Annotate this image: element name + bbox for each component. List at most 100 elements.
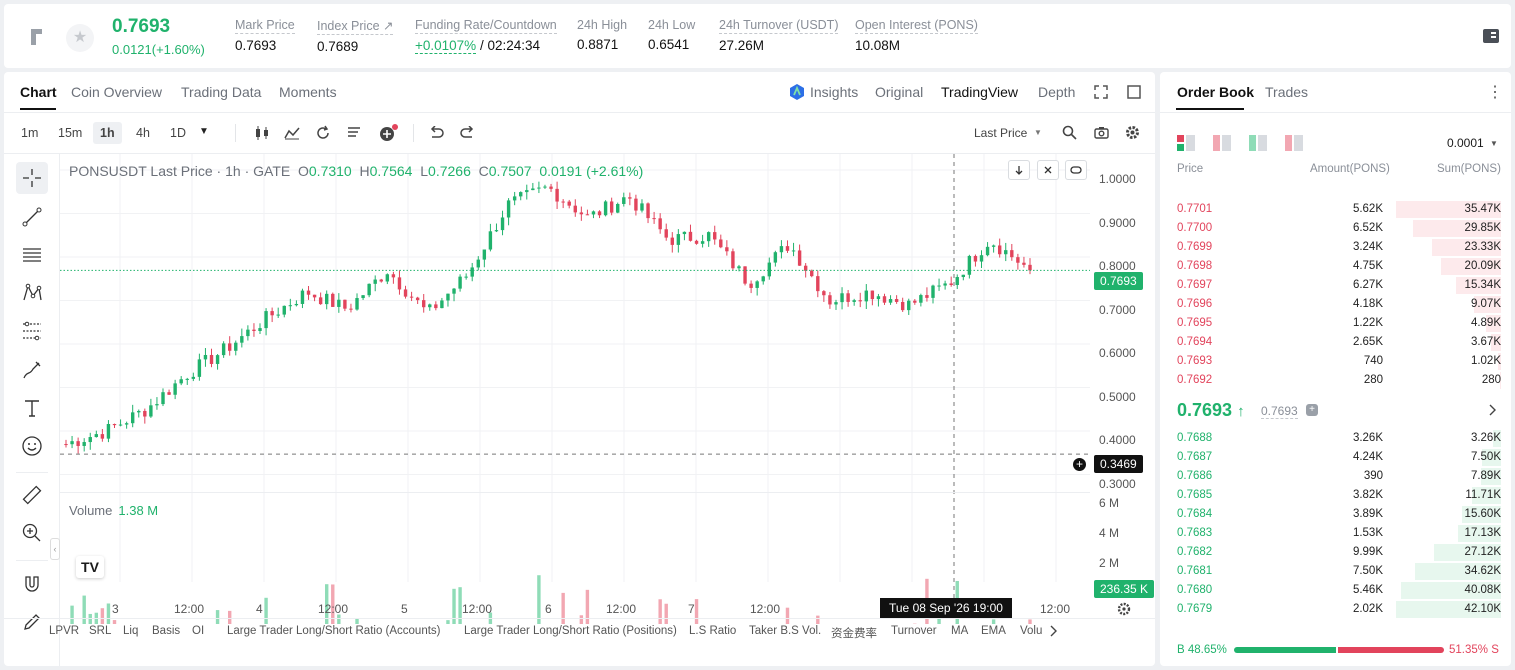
split-view-icon[interactable] xyxy=(1285,135,1303,151)
view-insights[interactable]: Insights xyxy=(810,84,859,100)
indicator-chip[interactable]: MA xyxy=(951,625,969,637)
view-tradingview[interactable]: TradingView xyxy=(941,84,1019,100)
tab-moments[interactable]: Moments xyxy=(279,84,337,100)
replay-icon[interactable] xyxy=(315,125,331,141)
text-tool[interactable] xyxy=(16,392,48,424)
trendline-tool[interactable] xyxy=(16,201,48,233)
bid-row[interactable]: 0.7683 1.53K 17.13K xyxy=(1160,524,1511,543)
ask-row[interactable]: 0.7700 6.52K 29.85K xyxy=(1160,219,1511,238)
gear-icon[interactable] xyxy=(1125,125,1140,140)
emoji-tool[interactable] xyxy=(16,430,48,462)
window-icon[interactable] xyxy=(1127,85,1141,99)
undo-icon[interactable] xyxy=(429,126,444,140)
crosshair-tool[interactable] xyxy=(16,162,48,194)
template-icon[interactable] xyxy=(347,126,363,140)
tab-trades[interactable]: Trades xyxy=(1265,84,1309,100)
bids-view-icon[interactable] xyxy=(1249,135,1267,151)
turnover-24h-stat[interactable]: 24h Turnover (USDT) 27.26M xyxy=(719,18,839,53)
index-price-stat[interactable]: Index Price ↗ 0.7689 xyxy=(317,19,394,54)
mark-price-stat[interactable]: Mark Price 0.7693 xyxy=(235,18,295,53)
indicator-chip[interactable]: Taker B.S Vol. xyxy=(749,625,822,637)
favorite-star-icon[interactable]: ★ xyxy=(66,24,94,52)
pattern-tool[interactable] xyxy=(16,277,48,309)
bid-row[interactable]: 0.7679 2.02K 42.10K xyxy=(1160,600,1511,619)
horizontal-lines-tool[interactable] xyxy=(16,239,48,271)
candle-type-icon[interactable] xyxy=(254,126,270,140)
tab-coin-overview[interactable]: Coin Overview xyxy=(71,84,163,100)
interval-1h[interactable]: 1h xyxy=(93,122,122,144)
bid-row[interactable]: 0.7681 7.50K 34.62K xyxy=(1160,562,1511,581)
add-alert-icon[interactable]: + xyxy=(1072,457,1087,472)
collapse-chart-button[interactable] xyxy=(1037,160,1059,180)
scroll-down-button[interactable] xyxy=(1008,160,1030,180)
chevron-down-icon[interactable]: ▼ xyxy=(1490,139,1498,148)
asks-view-icon[interactable] xyxy=(1213,135,1231,151)
indicator-chip[interactable]: EMA xyxy=(981,625,1006,637)
indicator-chip[interactable]: LPVR xyxy=(49,625,80,637)
camera-icon[interactable] xyxy=(1094,126,1109,139)
indicators-icon[interactable] xyxy=(284,126,300,140)
chevron-down-icon[interactable]: ▼ xyxy=(1034,128,1042,137)
indicator-chip[interactable]: Liq xyxy=(123,625,139,637)
ask-row[interactable]: 0.7694 2.65K 3.67K xyxy=(1160,333,1511,352)
ask-row[interactable]: 0.7692 280 280 xyxy=(1160,371,1511,390)
tab-order-book[interactable]: Order Book xyxy=(1177,84,1255,100)
ask-row[interactable]: 0.7695 1.22K 4.89K xyxy=(1160,314,1511,333)
ask-row[interactable]: 0.7699 3.24K 23.33K xyxy=(1160,238,1511,257)
precision-select[interactable]: 0.0001 xyxy=(1447,136,1484,150)
book-icon[interactable] xyxy=(1482,28,1500,44)
search-icon[interactable] xyxy=(1062,125,1077,140)
magnet-tool[interactable] xyxy=(16,568,48,600)
view-depth[interactable]: Depth xyxy=(1038,84,1076,100)
ask-row[interactable]: 0.7693 740 1.02K xyxy=(1160,352,1511,371)
indicator-chip[interactable]: Basis xyxy=(152,625,181,637)
indicator-chip[interactable]: Large Trader Long/Short Ratio (Accounts) xyxy=(227,625,441,637)
interval-1d[interactable]: 1D xyxy=(170,126,186,140)
price-type-select[interactable]: Last Price xyxy=(974,126,1028,140)
redo-icon[interactable] xyxy=(460,126,475,140)
both-sides-view-icon[interactable] xyxy=(1177,135,1195,151)
indicator-chip[interactable]: L.S Ratio xyxy=(689,625,737,637)
tab-chart[interactable]: Chart xyxy=(20,84,57,100)
indicator-chip[interactable]: SRL xyxy=(89,625,112,637)
indicator-chip[interactable]: OI xyxy=(192,625,205,637)
ask-row[interactable]: 0.7698 4.75K 20.09K xyxy=(1160,257,1511,276)
interval-1m[interactable]: 1m xyxy=(21,126,39,140)
bid-row[interactable]: 0.7680 5.46K 40.08K xyxy=(1160,581,1511,600)
indicator-chip[interactable]: Turnover xyxy=(891,625,937,637)
bid-row[interactable]: 0.7685 3.82K 11.71K xyxy=(1160,486,1511,505)
mid-price[interactable]: 0.7693 ↑ xyxy=(1177,400,1245,421)
ask-row[interactable]: 0.7696 4.18K 9.07K xyxy=(1160,295,1511,314)
interval-15m[interactable]: 15m xyxy=(58,126,83,140)
interval-dropdown-icon[interactable]: ▼ xyxy=(199,126,209,137)
interval-4h[interactable]: 4h xyxy=(136,126,150,140)
open-interest-stat[interactable]: Open Interest (PONS) 10.08M xyxy=(855,18,978,53)
zoom-tool[interactable] xyxy=(16,517,48,549)
collapse-toolbar-button[interactable]: ‹ xyxy=(50,538,60,560)
refresh-chart-button[interactable] xyxy=(1065,160,1087,180)
bid-row[interactable]: 0.7682 9.99K 27.12K xyxy=(1160,543,1511,562)
add-indicator-icon[interactable] xyxy=(379,124,399,142)
bid-row[interactable]: 0.7688 3.26K 3.26K xyxy=(1160,429,1511,448)
indicator-chip[interactable]: Large Trader Long/Short Ratio (Positions… xyxy=(464,625,677,637)
tab-trading-data[interactable]: Trading Data xyxy=(181,84,262,100)
ask-row[interactable]: 0.7697 6.27K 15.34K xyxy=(1160,276,1511,295)
fib-tool[interactable] xyxy=(16,315,48,347)
indicator-chip[interactable]: Volu xyxy=(1020,625,1043,637)
view-original[interactable]: Original xyxy=(875,84,924,100)
brush-tool[interactable] xyxy=(16,354,48,386)
bid-row[interactable]: 0.7687 4.24K 7.50K xyxy=(1160,448,1511,467)
bid-row[interactable]: 0.7686 390 7.89K xyxy=(1160,467,1511,486)
axis-settings-icon[interactable] xyxy=(1117,602,1131,616)
ask-row[interactable]: 0.7701 5.62K 35.47K xyxy=(1160,200,1511,219)
price-chart[interactable] xyxy=(60,154,1090,624)
measure-tool[interactable] xyxy=(16,479,48,511)
expand-icon[interactable] xyxy=(1094,85,1108,99)
chevron-right-icon[interactable] xyxy=(1048,625,1058,637)
indicator-chip[interactable]: 资金费率 xyxy=(831,628,877,640)
bid-row[interactable]: 0.7684 3.89K 15.60K xyxy=(1160,505,1511,524)
chevron-right-icon[interactable] xyxy=(1488,404,1496,416)
lock-drawing-tool[interactable] xyxy=(16,606,48,638)
more-options-icon[interactable]: ⋮ xyxy=(1487,84,1503,101)
funding-rate-stat[interactable]: Funding Rate/Countdown +0.0107% / 02:24:… xyxy=(415,18,557,54)
